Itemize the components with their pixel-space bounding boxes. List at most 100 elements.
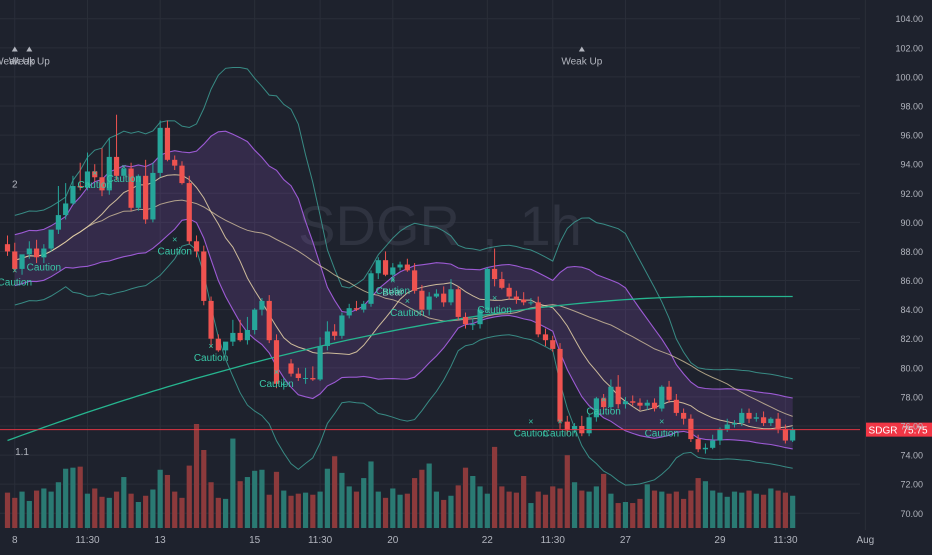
long-moving-average <box>7 295 793 442</box>
candle-body <box>550 340 556 349</box>
volume-bar <box>724 496 730 528</box>
caution-x-icon: × <box>41 251 46 261</box>
caution-x-icon: × <box>274 367 279 377</box>
volume-bar <box>150 489 156 528</box>
price-tick-label: 90.00 <box>900 218 923 228</box>
volume-bar <box>26 500 32 528</box>
volume-bar <box>201 450 207 528</box>
volume-bar <box>433 491 440 528</box>
volume-bar <box>564 455 570 528</box>
volume-bar <box>368 461 374 528</box>
volume-bar <box>77 466 83 528</box>
volume-bar <box>99 496 105 528</box>
volume-bar <box>223 498 229 528</box>
volume-bar <box>106 497 112 528</box>
candle-body <box>135 175 141 208</box>
candle-body <box>404 264 410 271</box>
volume-bar <box>375 491 381 528</box>
volume-bar <box>92 488 98 528</box>
volume-bar <box>310 494 316 528</box>
candle-body <box>731 423 738 425</box>
candle-body <box>666 386 672 400</box>
candle-body <box>717 428 723 441</box>
candle-body <box>121 168 127 176</box>
time-tick-label: 29 <box>714 535 726 546</box>
candle-body <box>179 165 185 184</box>
volume-bars <box>4 424 796 528</box>
volume-bar <box>361 478 367 528</box>
candle-body <box>760 417 767 424</box>
candle-body <box>782 428 788 441</box>
candle-body <box>150 172 156 220</box>
price-tick-label: 92.00 <box>900 189 923 199</box>
candle-body <box>223 341 229 351</box>
candle-body <box>208 300 214 339</box>
volume-bar <box>535 491 541 528</box>
candle-body <box>746 412 752 419</box>
volume-bar <box>164 474 171 528</box>
candle-body <box>528 302 534 304</box>
caution-x-icon: × <box>208 341 213 351</box>
candle-body <box>361 303 367 310</box>
candle-body <box>55 215 61 230</box>
volume-bar <box>695 478 701 528</box>
price-tick-label: 70.00 <box>900 509 923 519</box>
volume-bar <box>746 490 752 528</box>
candle-body <box>601 398 607 408</box>
candle-body <box>12 251 18 269</box>
price-tick-label: 88.00 <box>900 247 923 257</box>
volume-bar <box>739 492 745 528</box>
volume-bar <box>230 438 236 528</box>
volume-bar <box>557 488 563 528</box>
candle-body <box>106 156 112 191</box>
caution-x-icon: × <box>12 265 17 275</box>
price-tick-label: 72.00 <box>900 480 923 490</box>
time-tick-label: 22 <box>482 535 494 546</box>
volume-bar <box>273 471 280 528</box>
candle-body <box>324 331 330 346</box>
volume-bar <box>622 502 629 528</box>
candle-body <box>593 398 599 418</box>
volume-bar <box>630 503 636 528</box>
candle-body <box>644 402 650 406</box>
candle-body <box>557 348 563 422</box>
time-tick-label: 11:30 <box>773 535 798 546</box>
candle-body <box>513 296 519 300</box>
caution-x-icon: × <box>390 275 395 285</box>
price-tick-label: 80.00 <box>900 363 923 373</box>
caution-x-icon: × <box>405 296 410 306</box>
candle-body <box>651 402 658 409</box>
candle-body <box>564 421 570 431</box>
candle-body <box>695 439 701 450</box>
outer-band-upper <box>14 67 793 380</box>
volume-bar <box>128 493 134 528</box>
volume-bar <box>644 484 650 528</box>
candle-body <box>586 417 592 434</box>
volume-bar <box>775 490 781 528</box>
volume-bar <box>710 490 716 528</box>
watermark: SDGR, 1h <box>298 194 582 257</box>
time-tick-label: 13 <box>155 535 167 546</box>
candle-body <box>143 175 149 220</box>
candle-body <box>426 296 432 310</box>
price-tick-label: 100.00 <box>895 72 923 82</box>
candle-body <box>332 331 338 336</box>
volume-bar <box>426 463 432 528</box>
volume-bar <box>448 495 454 528</box>
weak-up-label: Weak Up <box>9 57 50 68</box>
candle-body <box>48 229 54 249</box>
time-tick-label: 15 <box>249 535 261 546</box>
candle-body <box>193 241 200 252</box>
volume-bar <box>12 497 18 528</box>
candle-body <box>710 440 716 448</box>
volume-bar <box>608 493 614 528</box>
weak-up-label: Weak Up <box>0 57 36 68</box>
caution-label: Caution <box>477 305 511 316</box>
volume-bar <box>390 488 396 528</box>
candle-body <box>499 279 505 288</box>
current-price-line: SDGR 75.75 <box>0 422 932 437</box>
symbol-tag <box>866 422 900 437</box>
candle-body <box>172 159 178 166</box>
